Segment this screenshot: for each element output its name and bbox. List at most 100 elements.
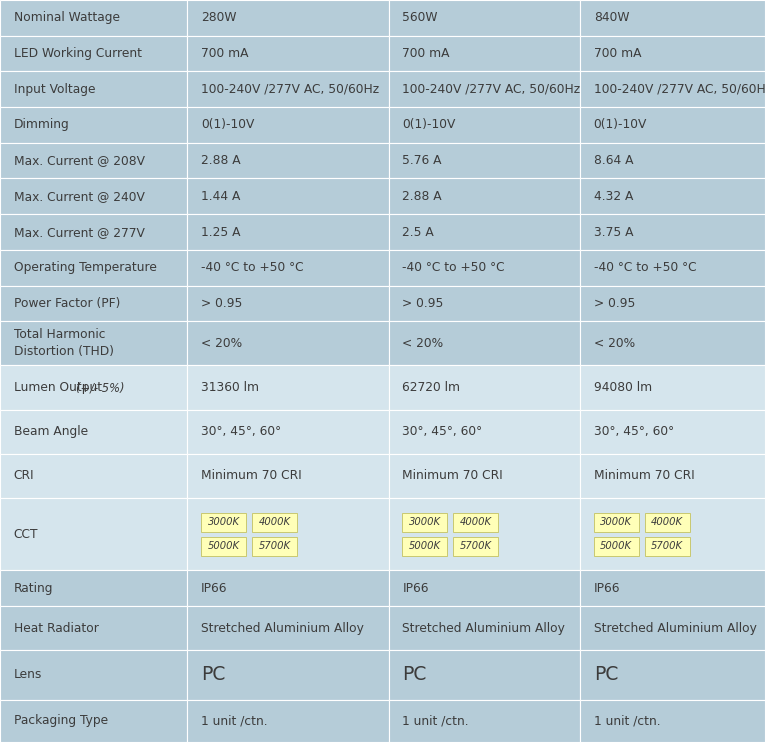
Bar — [402, 513, 448, 532]
Bar — [201, 536, 246, 556]
Text: 2.5 A: 2.5 A — [402, 226, 435, 238]
Text: Operating Temperature: Operating Temperature — [14, 261, 157, 275]
Bar — [389, 321, 580, 366]
Bar — [580, 107, 765, 142]
Text: 5000K: 5000K — [600, 541, 632, 551]
Text: 700 mA: 700 mA — [402, 47, 450, 60]
Bar — [389, 571, 580, 606]
Bar — [187, 410, 389, 454]
Bar — [645, 513, 689, 532]
Text: 5700K: 5700K — [651, 541, 683, 551]
Bar — [0, 606, 187, 650]
Bar — [0, 250, 187, 286]
Bar — [580, 36, 765, 71]
Text: Stretched Aluminium Alloy: Stretched Aluminium Alloy — [594, 622, 757, 634]
Bar — [0, 36, 187, 71]
Text: 5.76 A: 5.76 A — [402, 154, 442, 167]
Bar — [201, 513, 246, 532]
Text: LED Working Current: LED Working Current — [14, 47, 142, 60]
Text: Packaging Type: Packaging Type — [14, 715, 108, 727]
Bar — [0, 321, 187, 366]
Text: 1 unit /ctn.: 1 unit /ctn. — [402, 715, 469, 727]
Text: Max. Current @ 240V: Max. Current @ 240V — [14, 190, 145, 203]
Bar — [187, 142, 389, 179]
Text: < 20%: < 20% — [201, 337, 243, 350]
Text: 5000K: 5000K — [409, 541, 441, 551]
Text: CCT: CCT — [14, 528, 38, 541]
Text: 0(1)-10V: 0(1)-10V — [201, 119, 255, 131]
Bar — [187, 321, 389, 366]
Text: Minimum 70 CRI: Minimum 70 CRI — [594, 470, 695, 482]
Bar — [187, 286, 389, 321]
Text: 2.88 A: 2.88 A — [402, 190, 442, 203]
Bar — [0, 0, 187, 36]
Bar — [187, 366, 389, 410]
Text: < 20%: < 20% — [402, 337, 444, 350]
Bar — [0, 71, 187, 107]
Text: 100-240V /277V AC, 50/60Hz: 100-240V /277V AC, 50/60Hz — [594, 83, 765, 96]
Bar — [389, 366, 580, 410]
Bar — [580, 700, 765, 742]
Bar — [389, 250, 580, 286]
Text: Max. Current @ 208V: Max. Current @ 208V — [14, 154, 145, 167]
Bar — [187, 571, 389, 606]
Text: 3000K: 3000K — [207, 517, 239, 527]
Bar — [0, 286, 187, 321]
Bar — [187, 107, 389, 142]
Text: Dimming: Dimming — [14, 119, 70, 131]
Bar — [580, 214, 765, 250]
Text: Minimum 70 CRI: Minimum 70 CRI — [402, 470, 503, 482]
Text: 62720 lm: 62720 lm — [402, 381, 461, 394]
Text: IP66: IP66 — [201, 582, 228, 594]
Bar — [580, 286, 765, 321]
Text: 280W: 280W — [201, 11, 236, 24]
Text: IP66: IP66 — [594, 582, 620, 594]
Text: 0(1)-10V: 0(1)-10V — [402, 119, 456, 131]
Bar — [389, 71, 580, 107]
Text: Max. Current @ 277V: Max. Current @ 277V — [14, 226, 145, 238]
Text: -40 °C to +50 °C: -40 °C to +50 °C — [402, 261, 505, 275]
Text: 4.32 A: 4.32 A — [594, 190, 633, 203]
Text: 560W: 560W — [402, 11, 438, 24]
Text: 1.25 A: 1.25 A — [201, 226, 241, 238]
Text: -40 °C to +50 °C: -40 °C to +50 °C — [201, 261, 304, 275]
Text: 4000K: 4000K — [651, 517, 683, 527]
Text: 1.44 A: 1.44 A — [201, 190, 240, 203]
Bar — [252, 536, 297, 556]
Text: 700 mA: 700 mA — [594, 47, 641, 60]
Bar — [0, 142, 187, 179]
Text: 840W: 840W — [594, 11, 629, 24]
Bar — [0, 571, 187, 606]
Bar — [389, 454, 580, 498]
Bar — [187, 214, 389, 250]
Bar — [187, 179, 389, 214]
Text: 94080 lm: 94080 lm — [594, 381, 652, 394]
Text: > 0.95: > 0.95 — [402, 297, 444, 310]
Bar — [580, 0, 765, 36]
Text: Lumen Output: Lumen Output — [14, 381, 106, 394]
Text: 3.75 A: 3.75 A — [594, 226, 633, 238]
Text: Stretched Aluminium Alloy: Stretched Aluminium Alloy — [201, 622, 364, 634]
Text: 30°, 45°, 60°: 30°, 45°, 60° — [402, 425, 483, 439]
Bar — [580, 498, 765, 571]
Text: 31360 lm: 31360 lm — [201, 381, 259, 394]
Text: Stretched Aluminium Alloy: Stretched Aluminium Alloy — [402, 622, 565, 634]
Bar — [0, 700, 187, 742]
Bar — [0, 179, 187, 214]
Bar — [389, 286, 580, 321]
Text: 1 unit /ctn.: 1 unit /ctn. — [201, 715, 268, 727]
Bar — [454, 513, 498, 532]
Bar — [187, 454, 389, 498]
Text: Minimum 70 CRI: Minimum 70 CRI — [201, 470, 302, 482]
Bar — [389, 0, 580, 36]
Text: 5000K: 5000K — [207, 541, 239, 551]
Bar — [580, 250, 765, 286]
Bar — [0, 454, 187, 498]
Text: > 0.95: > 0.95 — [594, 297, 635, 310]
Text: Heat Radiator: Heat Radiator — [14, 622, 99, 634]
Bar — [645, 536, 689, 556]
Bar — [0, 366, 187, 410]
Text: > 0.95: > 0.95 — [201, 297, 243, 310]
Bar — [580, 142, 765, 179]
Text: 4000K: 4000K — [259, 517, 291, 527]
